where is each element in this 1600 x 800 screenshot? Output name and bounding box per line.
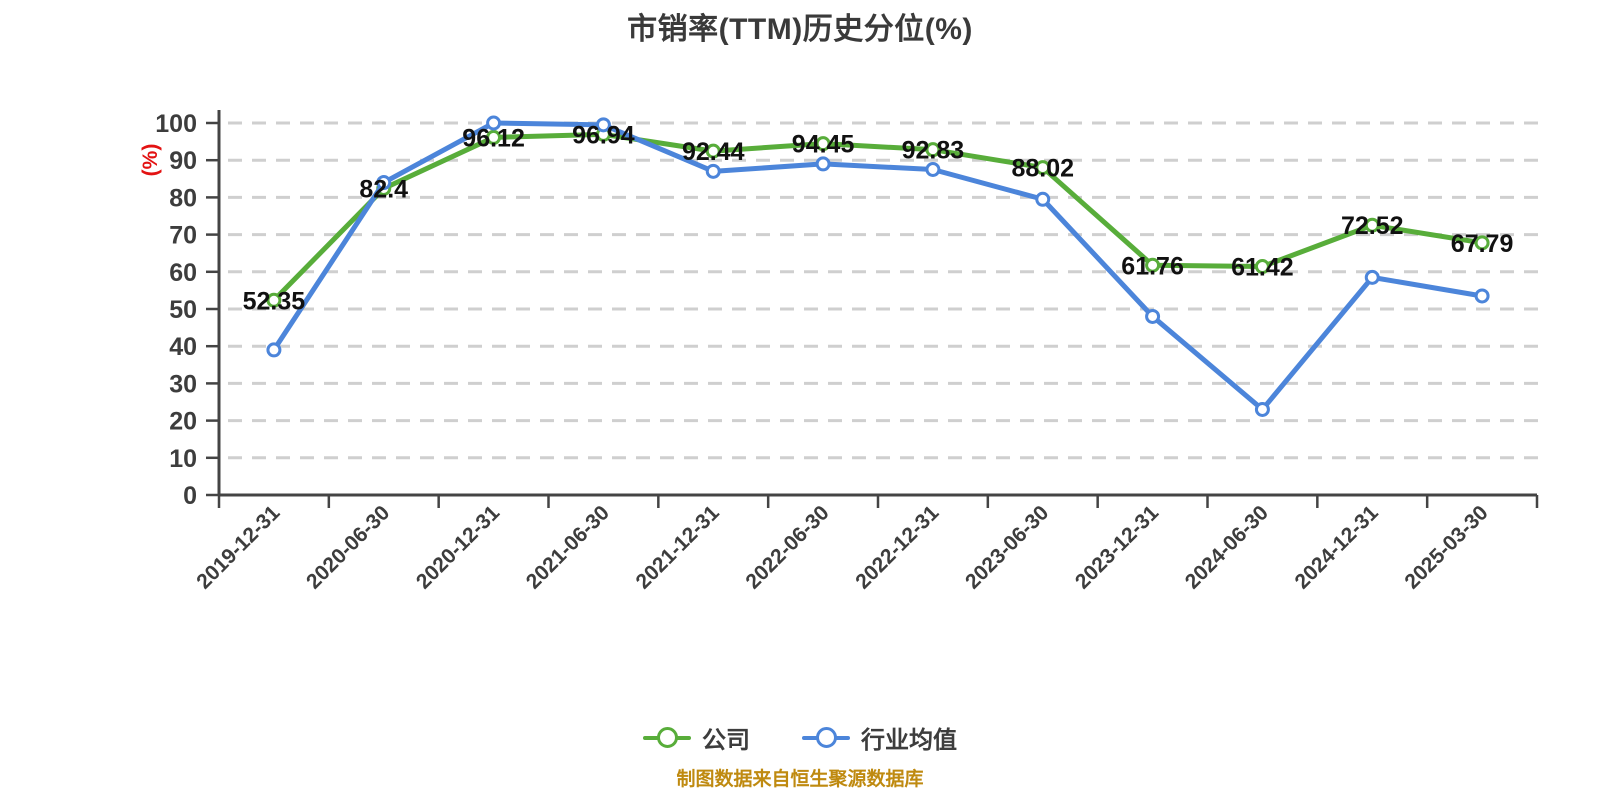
data-point-label: 92.44 [682,138,745,166]
axes: 0 10 20 30 40 50 60 70 80 90 100 (%) [139,110,1539,510]
x-tick-label: 2022-06-30 [741,501,833,593]
data-point-label: 52.35 [243,287,306,315]
series-company [266,126,1490,308]
series-labels-company: 52.35 82.4 96.12 96.94 92.44 94.45 92.83 88.02 6… [243,121,1514,315]
data-point-marker-industry-average[interactable] [486,115,502,131]
x-tick-label: 2023-12-31 [1071,501,1163,593]
legend-marker-icon [643,725,691,751]
y-tick-label: 30 [169,370,197,398]
legend-marker-icon [802,725,850,751]
data-point-label: 82.4 [359,175,408,203]
x-tick-label: 2024-12-31 [1291,501,1383,593]
data-point-marker-industry-average[interactable] [1364,269,1380,285]
x-tick-label: 2020-06-30 [302,501,394,593]
data-point-marker-company[interactable] [815,136,831,152]
legend: 公司 行业均值 [0,720,1600,755]
data-point-marker-industry-average[interactable] [815,156,831,172]
data-point-marker-industry-average[interactable] [595,117,611,133]
legend-item-company[interactable]: 公司 [643,720,750,755]
x-tick-label: 2023-06-30 [961,501,1053,593]
x-tick-label: 2025-03-30 [1400,501,1492,593]
y-tick-label: 0 [183,482,197,510]
legend-item-industry-average[interactable]: 行业均值 [802,720,957,755]
data-point-label: 94.45 [792,131,855,159]
data-point-marker-company[interactable] [1254,259,1270,275]
data-point-marker-company[interactable] [705,143,721,159]
data-point-marker-company[interactable] [1145,257,1161,273]
series-industry-average [266,115,1490,417]
y-tick-label: 10 [169,445,197,473]
data-point-label: 92.83 [902,137,965,165]
x-tick-label: 2020-12-31 [412,501,504,593]
y-tick-label: 70 [169,222,197,250]
legend-item-label: 行业均值 [861,727,957,754]
y-tick-label: 90 [169,147,197,175]
data-point-marker-industry-average[interactable] [1035,191,1051,207]
data-point-label: 61.42 [1231,254,1294,282]
data-point-label: 72.52 [1341,212,1404,240]
y-axis-name: (%) [139,144,162,177]
data-point-marker-company[interactable] [925,142,941,158]
data-point-label: 61.76 [1121,252,1184,280]
data-point-marker-industry-average[interactable] [376,175,392,191]
legend-item-label: 公司 [702,727,750,754]
chart-title: 市销率(TTM)历史分位(%) [627,13,973,46]
data-point-marker-company[interactable] [486,129,502,145]
x-tick-label: 2022-12-31 [851,501,943,593]
y-tick-label: 80 [169,184,197,212]
x-axis-labels: 2019-12-31 2020-06-30 2020-12-31 2021-06-30… [192,501,1492,593]
y-tick-label: 60 [169,259,197,287]
data-point-marker-company[interactable] [1035,160,1051,176]
data-point-marker-company[interactable] [1474,235,1490,251]
y-tick-label: 20 [169,408,197,436]
y-tick-label: 50 [169,296,197,324]
data-point-marker-industry-average[interactable] [266,342,282,358]
data-point-marker-company[interactable] [266,292,282,308]
data-point-label: 67.79 [1451,230,1514,258]
data-point-marker-industry-average[interactable] [705,163,721,179]
x-tick-label: 2019-12-31 [192,501,284,593]
data-point-marker-industry-average[interactable] [1254,401,1270,417]
data-source-note: 制图数据来自恒生聚源数据库 [676,769,924,790]
x-tick-label: 2021-06-30 [522,501,614,593]
series-line-company [271,131,1485,303]
data-point-label: 88.02 [1011,155,1074,183]
data-point-marker-industry-average[interactable] [1474,288,1490,304]
data-point-marker-industry-average[interactable] [1145,308,1161,324]
data-point-label: 96.12 [462,124,525,152]
data-point-marker-company[interactable] [1364,217,1380,233]
data-point-marker-industry-average[interactable] [925,162,941,177]
x-tick-label: 2024-06-30 [1181,501,1273,593]
grid-lines [228,121,1547,460]
y-tick-label: 100 [155,110,197,138]
series-line-industry-average [271,120,1485,412]
y-tick-label: 40 [169,333,197,361]
data-point-label: 96.94 [572,121,635,149]
x-tick-label: 2021-12-31 [632,501,724,593]
